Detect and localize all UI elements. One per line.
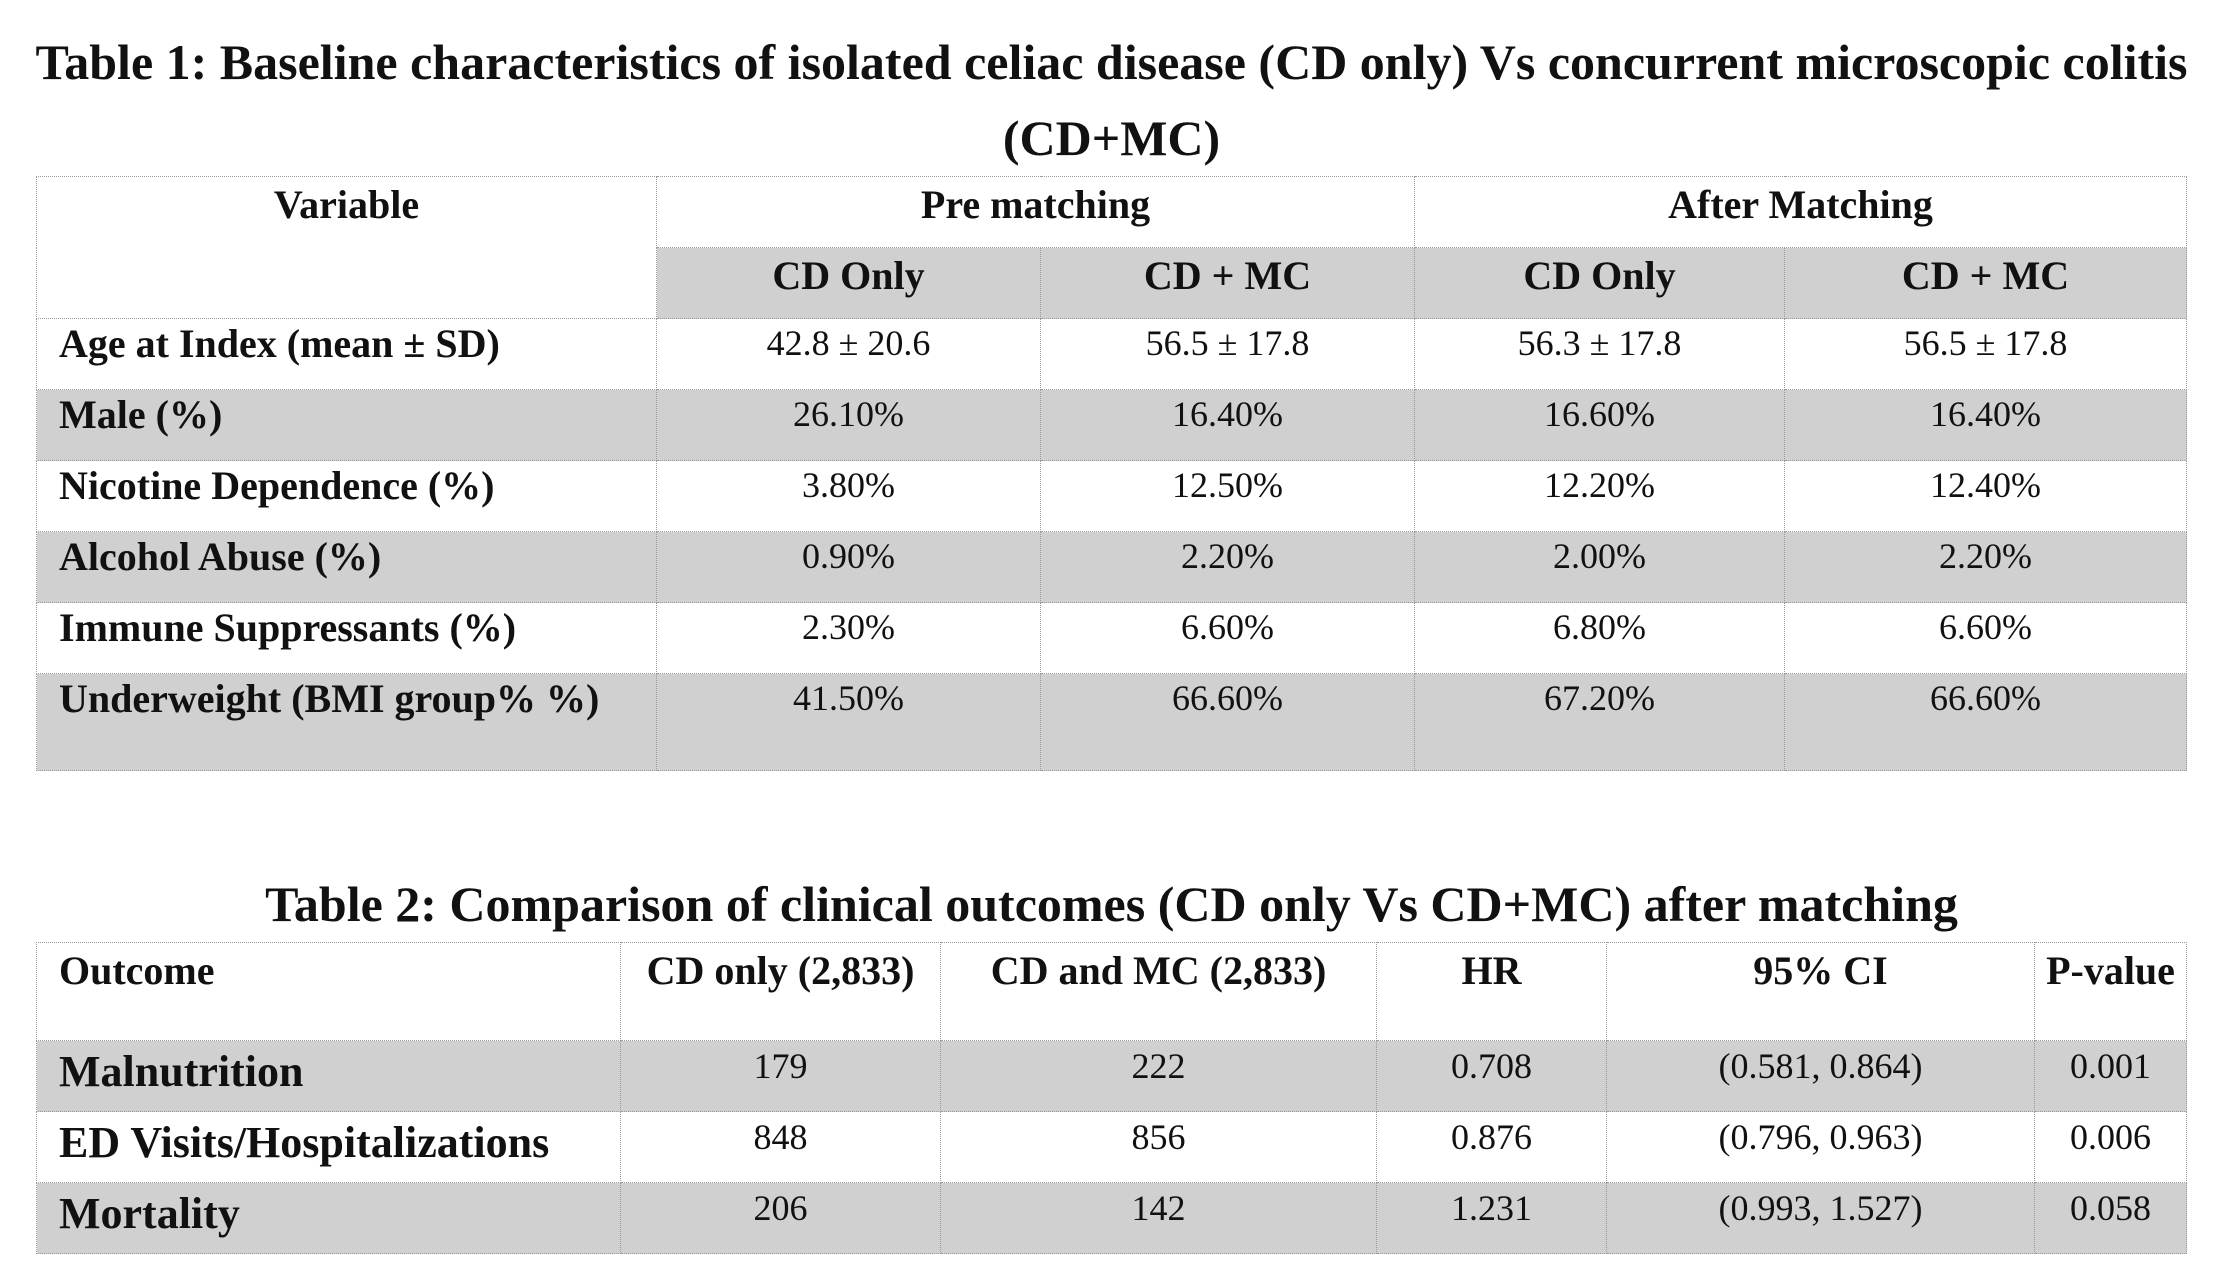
table-row: Male (%) 26.10% 16.40% 16.60% 16.40%	[36, 389, 2187, 461]
table-cell: 41.50%	[656, 673, 1041, 771]
row-label: Nicotine Dependence (%)	[36, 460, 657, 532]
table-cell: 2.20%	[1040, 531, 1415, 603]
table-row: ED Visits/Hospitalizations 848 856 0.876…	[36, 1111, 2187, 1183]
table-cell: 2.00%	[1414, 531, 1785, 603]
table-cell: 0.006	[2034, 1111, 2187, 1183]
table-cell: 6.80%	[1414, 602, 1785, 674]
table-cell: 6.60%	[1784, 602, 2187, 674]
table-cell: 66.60%	[1784, 673, 2187, 771]
subheader-post-cd-mc: CD + MC	[1784, 247, 2187, 319]
table-cell: 6.60%	[1040, 602, 1415, 674]
table2-title: Table 2: Comparison of clinical outcomes…	[265, 876, 1958, 932]
table-row: Underweight (BMI group% %) 41.50% 66.60%…	[36, 673, 2187, 771]
row-label: Male (%)	[36, 389, 657, 461]
table-cell: (0.796, 0.963)	[1606, 1111, 2035, 1183]
table-row: Immune Suppressants (%) 2.30% 6.60% 6.80…	[36, 602, 2187, 674]
table-cell: 0.90%	[656, 531, 1041, 603]
table-cell: 2.30%	[656, 602, 1041, 674]
table-cell: 56.5 ± 17.8	[1040, 318, 1415, 390]
table-row: Alcohol Abuse (%) 0.90% 2.20% 2.00% 2.20…	[36, 531, 2187, 603]
table-cell: 3.80%	[656, 460, 1041, 532]
table1-title: Table 1: Baseline characteristics of iso…	[35, 34, 2188, 166]
table-cell: 206	[620, 1182, 941, 1254]
column-header-variable: Variable	[36, 176, 657, 319]
table-cell: 26.10%	[656, 389, 1041, 461]
table-cell: 16.60%	[1414, 389, 1785, 461]
row-label: Immune Suppressants (%)	[36, 602, 657, 674]
baseline-characteristics-table: Variable Pre matching After Matching CD …	[36, 176, 2187, 771]
table-cell: 42.8 ± 20.6	[656, 318, 1041, 390]
table-cell: 222	[940, 1040, 1377, 1112]
table-cell: 12.40%	[1784, 460, 2187, 532]
table-cell: 16.40%	[1040, 389, 1415, 461]
table-row: Malnutrition 179 222 0.708 (0.581, 0.864…	[36, 1040, 2187, 1112]
table-cell: (0.993, 1.527)	[1606, 1182, 2035, 1254]
table-cell: 0.708	[1376, 1040, 1607, 1112]
table-cell: (0.581, 0.864)	[1606, 1040, 2035, 1112]
table-cell: 142	[940, 1182, 1377, 1254]
table-row: Age at Index (mean ± SD) 42.8 ± 20.6 56.…	[36, 318, 2187, 390]
column-header-p-value: P-value	[2034, 942, 2187, 1041]
column-header-after-matching: After Matching	[1414, 176, 2187, 248]
table-cell: 0.876	[1376, 1111, 1607, 1183]
table-row: Mortality 206 142 1.231 (0.993, 1.527) 0…	[36, 1182, 2187, 1254]
subheader-pre-cd-only: CD Only	[656, 247, 1041, 319]
table-cell: 12.20%	[1414, 460, 1785, 532]
row-label: Malnutrition	[36, 1040, 621, 1112]
table-cell: 12.50%	[1040, 460, 1415, 532]
column-header-outcome: Outcome	[36, 942, 621, 1041]
table-row: Nicotine Dependence (%) 3.80% 12.50% 12.…	[36, 460, 2187, 532]
table-cell: 0.058	[2034, 1182, 2187, 1254]
table-cell: 67.20%	[1414, 673, 1785, 771]
table-cell: 66.60%	[1040, 673, 1415, 771]
table-cell: 56.5 ± 17.8	[1784, 318, 2187, 390]
table-cell: 16.40%	[1784, 389, 2187, 461]
table-cell: 848	[620, 1111, 941, 1183]
table-cell: 56.3 ± 17.8	[1414, 318, 1785, 390]
table-cell: 1.231	[1376, 1182, 1607, 1254]
column-header-cd-only: CD only (2,833)	[620, 942, 941, 1041]
row-label: Age at Index (mean ± SD)	[36, 318, 657, 390]
row-label: Alcohol Abuse (%)	[36, 531, 657, 603]
row-label: Underweight (BMI group% %)	[36, 673, 657, 771]
column-header-pre-matching: Pre matching	[656, 176, 1415, 248]
table-cell: 179	[620, 1040, 941, 1112]
subheader-pre-cd-mc: CD + MC	[1040, 247, 1415, 319]
table-cell: 0.001	[2034, 1040, 2187, 1112]
column-header-ci: 95% CI	[1606, 942, 2035, 1041]
row-label: ED Visits/Hospitalizations	[36, 1111, 621, 1183]
table-cell: 856	[940, 1111, 1377, 1183]
column-header-cd-and-mc: CD and MC (2,833)	[940, 942, 1377, 1041]
clinical-outcomes-table: Outcome CD only (2,833) CD and MC (2,833…	[36, 942, 2187, 1254]
subheader-post-cd-only: CD Only	[1414, 247, 1785, 319]
column-header-hr: HR	[1376, 942, 1607, 1041]
table-cell: 2.20%	[1784, 531, 2187, 603]
row-label: Mortality	[36, 1182, 621, 1254]
